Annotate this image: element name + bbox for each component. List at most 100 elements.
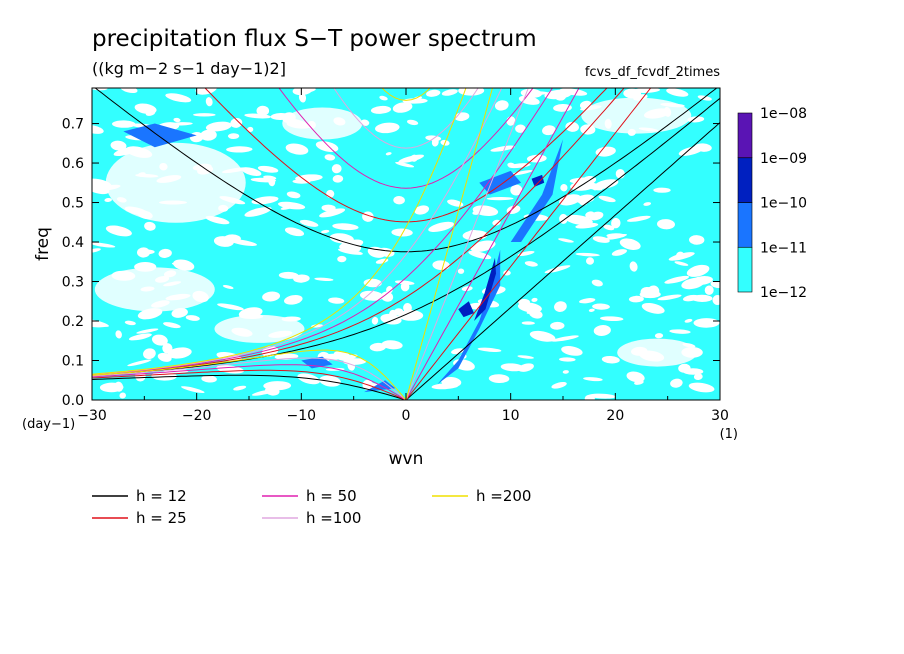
chart-subtitle: ((kg m−2 s−1 day−1)2]: [92, 59, 286, 78]
power-field-gap: [432, 260, 450, 271]
mixed-wave-curve: [92, 88, 467, 375]
x-tick-label: −30: [77, 408, 107, 424]
power-field-gap: [492, 219, 501, 226]
power-field-gap: [92, 323, 107, 328]
contour-region: [531, 174, 545, 187]
power-field-gap: [265, 386, 280, 396]
power-field-gap: [619, 238, 641, 250]
power-field-gap: [157, 352, 172, 362]
power-field-gap: [598, 195, 616, 203]
power-field-gap: [551, 335, 579, 342]
power-field-gap: [654, 333, 664, 339]
x-axis-ticks: −30 −20 −10 0 10 20 30: [77, 88, 729, 424]
power-field-gap: [428, 221, 454, 233]
power-field-gap: [284, 227, 305, 237]
power-field-gap: [500, 363, 524, 372]
power-field-gap: [583, 377, 603, 382]
y-tick-label: 0.3: [62, 275, 84, 291]
dispersion-curve-group: [92, 88, 720, 400]
power-field-gap: [363, 278, 382, 288]
power-field-gap: [128, 333, 152, 341]
power-field-gap: [441, 376, 462, 388]
power-field-gap: [641, 302, 665, 314]
gravity-wave-curve: [333, 88, 479, 149]
power-field-gap: [565, 121, 579, 132]
power-field-gap: [213, 236, 234, 247]
power-field-gap: [490, 145, 515, 152]
power-field-gap: [295, 174, 323, 182]
x-tick-label: 10: [502, 408, 520, 424]
experiment-tag: fcvs_df_fcvdf_2times: [585, 65, 720, 80]
legend-label: h = 25: [136, 509, 187, 527]
power-field-gap: [136, 328, 159, 334]
power-field-gap: [285, 143, 309, 155]
x-tick-label: 30: [711, 408, 729, 424]
power-field-gap: [375, 122, 400, 134]
power-field-gap: [205, 97, 213, 107]
power-field-gap: [381, 340, 403, 350]
power-field-gap: [299, 219, 319, 227]
power-field-gap: [605, 233, 627, 240]
power-field-gap: [603, 224, 615, 231]
power-field-gap: [518, 363, 534, 372]
power-field-gap: [592, 303, 610, 310]
x-tick-label: 20: [606, 408, 624, 424]
power-field-gap: [554, 301, 567, 312]
power-field-gap: [585, 211, 595, 219]
contour-region: [123, 123, 197, 148]
power-field-gap: [298, 92, 307, 103]
power-field-gap: [112, 120, 136, 128]
power-field-gap: [623, 88, 642, 99]
power-field-gap: [670, 378, 683, 388]
legend-label: h = 50: [306, 487, 357, 505]
plot-area: [91, 87, 721, 401]
power-field-gap: [562, 370, 569, 374]
power-field-gap: [668, 252, 695, 261]
x-tick-label: −10: [287, 408, 317, 424]
dispersion-curve-group: [92, 88, 580, 400]
power-field-gap: [395, 161, 415, 168]
power-field-gap: [217, 303, 244, 311]
power-field-gap: [134, 103, 157, 114]
rossby-wave-curve: [92, 364, 407, 400]
power-field-gap: [205, 121, 232, 132]
power-field-gap: [510, 170, 533, 176]
power-field-gap: [664, 275, 690, 284]
power-field-gap: [338, 248, 363, 255]
power-field-gap: [551, 381, 567, 389]
power-field-gap: [517, 355, 534, 359]
power-field-gap-large: [214, 314, 305, 343]
power-field-gap: [704, 285, 714, 295]
power-field-gap: [229, 239, 257, 246]
power-field-gap: [385, 152, 392, 156]
power-field-gap: [643, 202, 652, 206]
power-field-gap: [241, 167, 262, 176]
power-field-gap: [634, 380, 644, 385]
power-field-gap: [104, 197, 112, 203]
colorbar-swatch: [737, 202, 753, 248]
power-field-gap: [244, 113, 272, 119]
power-field-gap: [170, 122, 193, 126]
power-field-gap: [137, 247, 150, 258]
power-field-gap: [457, 268, 465, 274]
power-field-gap: [600, 316, 624, 322]
power-field-gap: [653, 187, 671, 193]
power-field-gap: [92, 178, 112, 190]
power-field-gap: [332, 174, 344, 183]
dispersion-curve-group: [92, 88, 652, 400]
kelvin-wave-curve: [405, 122, 720, 400]
power-field-gap: [222, 284, 234, 290]
gravity-wave-curve: [204, 88, 608, 223]
power-field-gap: [575, 222, 599, 229]
power-field-gap: [257, 165, 279, 173]
power-field-gap: [92, 88, 108, 91]
power-field-gap: [693, 318, 720, 328]
power-field-gap: [144, 221, 156, 231]
power-field-gap: [593, 325, 611, 336]
power-field-gap: [110, 140, 127, 151]
power-field-gap: [386, 286, 393, 294]
power-field-gap: [200, 129, 217, 141]
power-field-gap: [561, 346, 583, 356]
power-field-gap: [230, 117, 243, 128]
